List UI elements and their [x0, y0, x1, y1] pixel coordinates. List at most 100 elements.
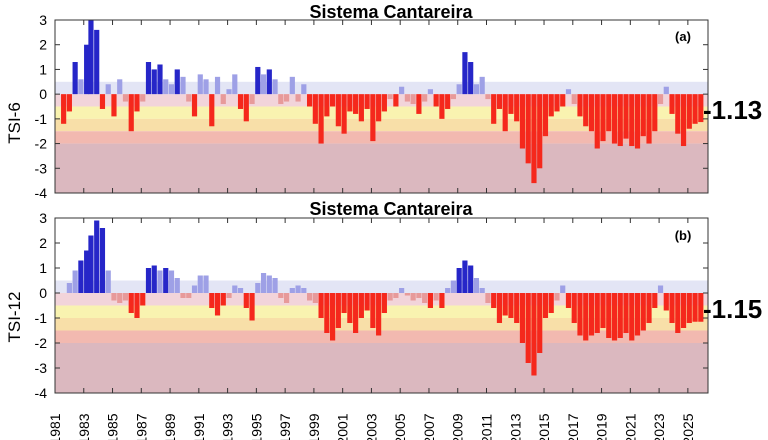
bar: [456, 268, 462, 293]
bar: [491, 94, 497, 124]
bar: [324, 94, 330, 117]
bar: [255, 283, 261, 293]
bar: [128, 293, 134, 313]
bar: [111, 94, 117, 117]
bar: [295, 285, 301, 293]
bar: [600, 94, 606, 142]
bar: [698, 293, 704, 322]
bar: [623, 293, 629, 333]
y-tick-label: 1: [39, 61, 47, 77]
y-tick-label: -3: [35, 360, 48, 376]
bar: [249, 94, 255, 105]
bar: [629, 293, 635, 341]
bar: [260, 74, 267, 95]
bar: [675, 293, 681, 333]
y-tick-label: -2: [35, 136, 48, 152]
bar: [330, 94, 336, 107]
bar: [353, 293, 359, 333]
bar: [168, 84, 175, 95]
bar: [318, 293, 324, 318]
bar: [330, 293, 336, 341]
x-tick-label: 1991: [191, 413, 207, 440]
bar: [583, 293, 589, 341]
bar: [542, 94, 549, 137]
bar: [387, 293, 393, 301]
bar: [145, 268, 152, 293]
bar: [560, 285, 566, 293]
bar: [680, 94, 687, 147]
bar: [519, 94, 526, 149]
bar: [94, 29, 100, 95]
plot-border: [54, 217, 709, 394]
y-axis-label: TSI-12: [5, 291, 24, 342]
y-tick-label: 0: [39, 86, 47, 102]
panel-title: Sistema Cantareira: [309, 2, 473, 22]
bar: [571, 293, 577, 323]
bar: [353, 94, 359, 114]
x-tick-label: 2013: [507, 413, 523, 440]
bar: [347, 293, 353, 323]
bar: [220, 293, 226, 306]
bar: [381, 293, 387, 313]
bar: [94, 220, 100, 293]
bar: [157, 64, 163, 95]
bar: [606, 94, 612, 132]
panel-tsi12: Sistema Cantareira 3 2 1 0 -1 -2 -3 -4 1981 1983…: [5, 199, 762, 440]
bar: [66, 283, 72, 293]
bar: [117, 293, 123, 303]
bar: [197, 275, 203, 293]
bar: [278, 94, 284, 105]
bar: [78, 260, 84, 293]
bar: [99, 228, 106, 293]
bar: [473, 84, 480, 95]
bar: [312, 293, 318, 303]
band-4: [55, 330, 708, 343]
bar: [88, 20, 94, 95]
bar: [186, 94, 192, 102]
plot-border: [54, 19, 709, 194]
bar: [145, 62, 152, 95]
bar: [422, 293, 428, 303]
x-tick-label: 2001: [335, 413, 351, 440]
bar: [508, 94, 514, 114]
bar: [686, 293, 692, 323]
panel-label: (a): [675, 29, 691, 44]
bar: [652, 94, 658, 132]
band-3: [55, 318, 708, 331]
x-tick-label: 2003: [363, 413, 379, 440]
bar: [565, 89, 572, 95]
panel-label: (b): [675, 228, 692, 243]
band-0: [55, 280, 708, 293]
bar: [226, 89, 232, 95]
bar: [594, 293, 600, 333]
bar: [163, 79, 169, 95]
bar: [588, 94, 595, 132]
bar: [496, 94, 503, 109]
bar: [473, 278, 480, 293]
bar: [180, 76, 186, 95]
bar: [140, 293, 146, 306]
classification-bands: [55, 81, 708, 193]
bar: [404, 293, 410, 296]
bar: [105, 84, 111, 95]
bar: [588, 293, 595, 336]
bar: [525, 94, 531, 164]
bar: [226, 293, 232, 298]
bar: [289, 76, 295, 95]
bar: [433, 94, 439, 107]
bar: [692, 94, 698, 124]
bar: [232, 74, 238, 95]
bar: [663, 86, 669, 95]
band-5: [55, 143, 708, 193]
bar: [393, 94, 399, 107]
bar: [220, 94, 226, 105]
x-tick-label: 2017: [565, 413, 581, 440]
bar: [272, 79, 278, 95]
bar: [508, 293, 514, 318]
bar: [611, 94, 618, 144]
bar: [502, 94, 508, 132]
bar: [78, 79, 84, 95]
bar: [157, 270, 163, 293]
bar: [237, 288, 244, 293]
